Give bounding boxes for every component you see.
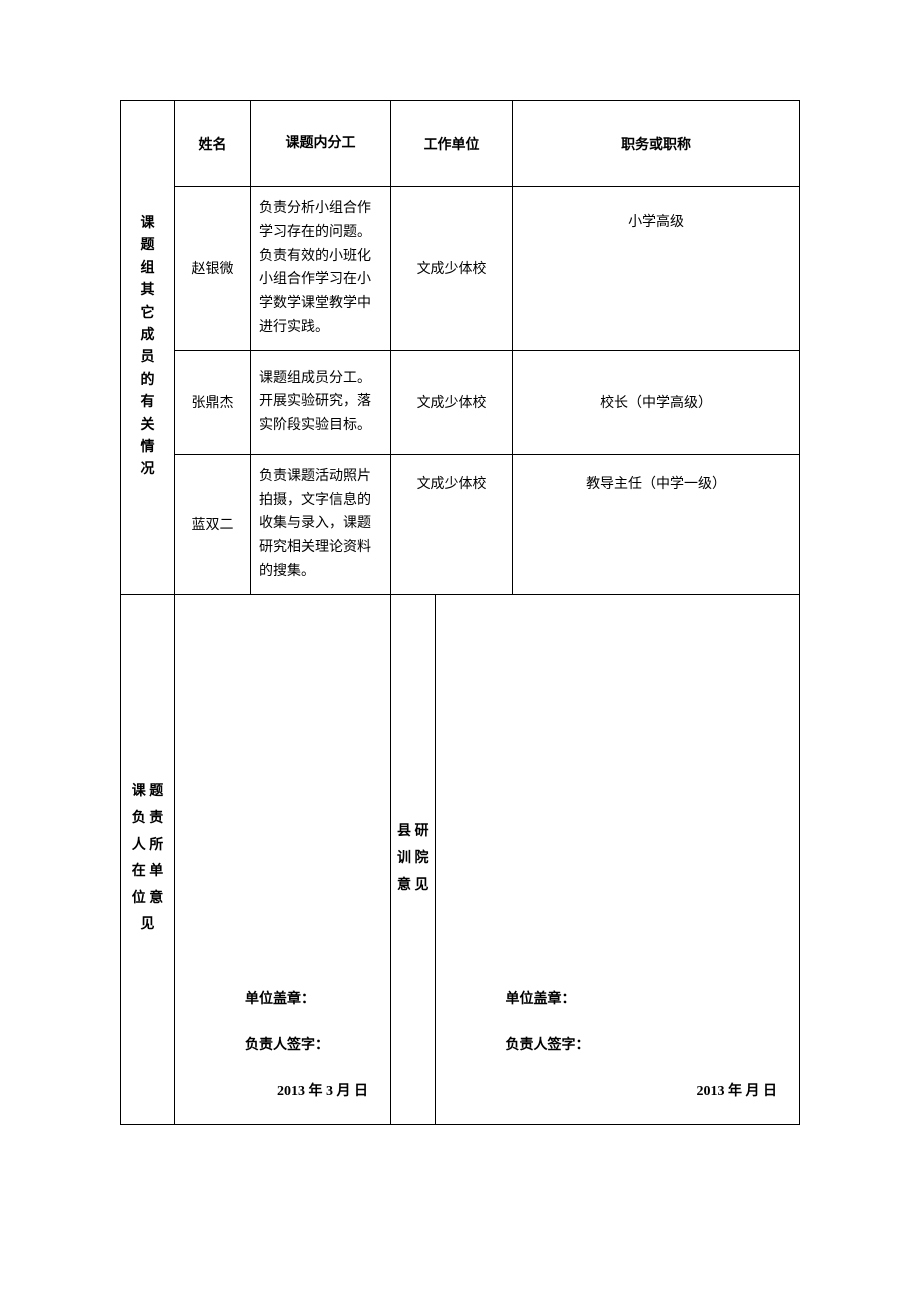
col-header-duty: 课题内分工 [251,101,391,187]
signer-label: 负责人签字： [225,1034,376,1054]
member-row: 张鼎杰 课题组成员分工。开展实验研究，落实阶段实验目标。 文成少体校 校长（中学… [121,350,800,454]
member-duty: 课题组成员分工。开展实验研究，落实阶段实验目标。 [251,350,391,454]
header-row: 课题组其它成员的有关情况 姓名 课题内分工 工作单位 职务或职称 [121,101,800,187]
member-title: 校长（中学高级） [513,350,800,454]
member-unit: 文成少体校 [391,454,513,594]
member-unit: 文成少体校 [391,187,513,351]
sig-left-block: 单位盖章： 负责人签字： 2013 年 3 月 日 [175,594,391,1124]
member-title: 教导主任（中学一级） [513,454,800,594]
member-row: 蓝双二 负责课题活动照片拍摄，文字信息的收集与录入，课题研究相关理论资料的搜集。… [121,454,800,594]
sig-left-label: 课 题 负 责 人 所 在 单 位 意 见 [121,594,175,1124]
member-name: 赵银微 [175,187,251,351]
members-and-signature-table: 课题组其它成员的有关情况 姓名 课题内分工 工作单位 职务或职称 赵银微 负责分… [120,100,800,1125]
members-section-label: 课题组其它成员的有关情况 [121,101,175,595]
sig-right-block: 单位盖章： 负责人签字： 2013 年 月 日 [435,594,800,1124]
member-duty: 负责分析小组合作学习存在的问题。负责有效的小班化小组合作学习在小学数学课堂教学中… [251,187,391,351]
member-name: 张鼎杰 [175,350,251,454]
signer-label: 负责人签字： [486,1034,786,1054]
seal-label: 单位盖章： [225,988,376,1008]
col-header-title: 职务或职称 [513,101,800,187]
sig-right-label: 县 研 训 院 意 见 [391,594,436,1124]
member-unit: 文成少体校 [391,350,513,454]
date-right: 2013 年 月 日 [450,1080,786,1100]
member-row: 赵银微 负责分析小组合作学习存在的问题。负责有效的小班化小组合作学习在小学数学课… [121,187,800,351]
date-left: 2013 年 3 月 日 [189,1080,376,1100]
member-duty: 负责课题活动照片拍摄，文字信息的收集与录入，课题研究相关理论资料的搜集。 [251,454,391,594]
col-header-unit: 工作单位 [391,101,513,187]
signature-row: 课 题 负 责 人 所 在 单 位 意 见 单位盖章： 负责人签字： 2013 … [121,594,800,1124]
member-title: 小学高级 [513,187,800,351]
col-header-name: 姓名 [175,101,251,187]
member-name: 蓝双二 [175,454,251,594]
seal-label: 单位盖章： [486,988,786,1008]
